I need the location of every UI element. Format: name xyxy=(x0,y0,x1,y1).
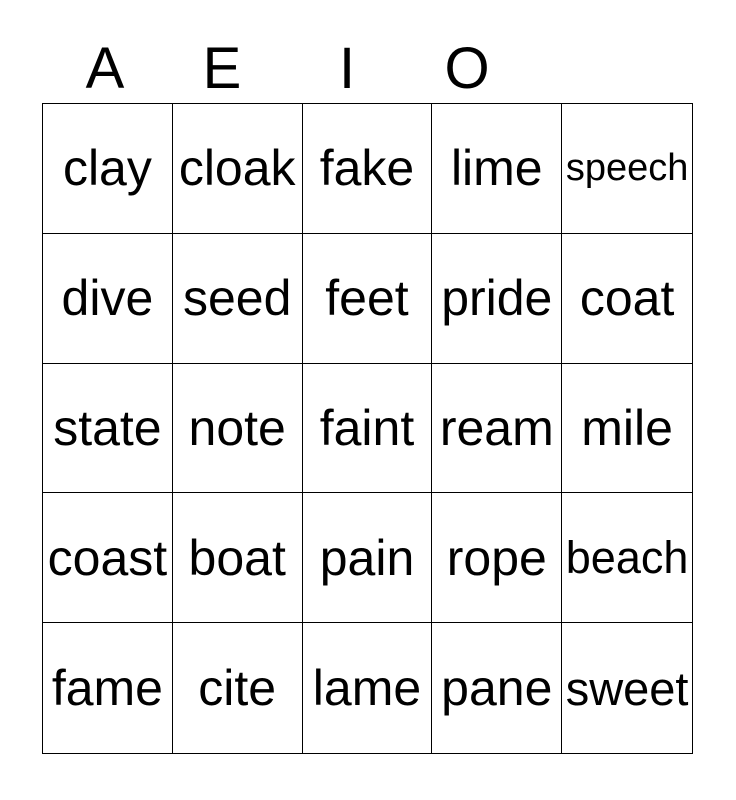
bingo-cell[interactable]: state xyxy=(43,363,173,494)
bingo-cell[interactable]: lame xyxy=(302,623,433,753)
cell-word: feet xyxy=(325,270,409,327)
bingo-cell[interactable]: cloak xyxy=(172,104,303,234)
cell-word: cite xyxy=(198,660,277,717)
cell-word: pain xyxy=(319,529,415,586)
cell-word: fame xyxy=(51,660,163,717)
bingo-cell[interactable]: fake xyxy=(302,104,433,234)
cell-word: seed xyxy=(182,270,292,327)
cell-word: lame xyxy=(312,660,422,717)
cell-word: fake xyxy=(319,140,415,197)
bingo-grid: clay cloak fake lime speech dive seed fe… xyxy=(42,103,693,754)
bingo-cell[interactable]: coast xyxy=(43,493,173,624)
cell-word: pride xyxy=(441,270,553,327)
cell-word: sweet xyxy=(565,661,689,715)
card-header: A E I O xyxy=(0,40,736,98)
bingo-cell[interactable]: dive xyxy=(43,233,173,364)
bingo-cell[interactable]: sweet xyxy=(562,623,692,753)
cell-word: note xyxy=(188,399,286,456)
bingo-cell[interactable]: clay xyxy=(43,104,173,234)
header-letter-e: E xyxy=(202,36,242,101)
cell-word: state xyxy=(53,399,162,456)
bingo-cell[interactable]: pride xyxy=(432,233,563,364)
cell-word: coat xyxy=(579,270,675,327)
bingo-cell[interactable]: boat xyxy=(172,493,303,624)
bingo-cell[interactable]: pane xyxy=(432,623,563,753)
header-letter-o: O xyxy=(444,36,490,101)
bingo-cell[interactable]: feet xyxy=(302,233,433,364)
cell-word: pane xyxy=(441,660,553,717)
bingo-cell[interactable]: faint xyxy=(302,363,433,494)
bingo-cell[interactable]: seed xyxy=(172,233,303,364)
cell-word: ream xyxy=(439,399,554,456)
bingo-cell[interactable]: rope xyxy=(432,493,563,624)
bingo-cell[interactable]: beach xyxy=(562,493,692,624)
header-letter-i: I xyxy=(338,36,356,101)
cell-word: dive xyxy=(61,270,154,327)
cell-word: mile xyxy=(581,399,673,456)
cell-word: speech xyxy=(565,146,689,189)
bingo-cell[interactable]: note xyxy=(172,363,303,494)
cell-word: rope xyxy=(446,529,547,586)
cell-word: coast xyxy=(47,529,168,586)
cell-word: cloak xyxy=(178,140,296,197)
bingo-cell[interactable]: coat xyxy=(562,233,692,364)
bingo-cell[interactable]: cite xyxy=(172,623,303,753)
bingo-cell[interactable]: pain xyxy=(302,493,433,624)
cell-word: clay xyxy=(62,140,152,197)
cell-word: faint xyxy=(319,399,415,456)
cell-word: lime xyxy=(450,140,543,197)
bingo-cell[interactable]: ream xyxy=(432,363,563,494)
bingo-cell[interactable]: mile xyxy=(562,363,692,494)
bingo-cell[interactable]: fame xyxy=(43,623,173,753)
cell-word: beach xyxy=(565,531,689,583)
bingo-cell[interactable]: lime xyxy=(432,104,563,234)
bingo-cell[interactable]: speech xyxy=(562,104,692,234)
header-letter-a: A xyxy=(85,36,125,101)
cell-word: boat xyxy=(188,529,286,586)
